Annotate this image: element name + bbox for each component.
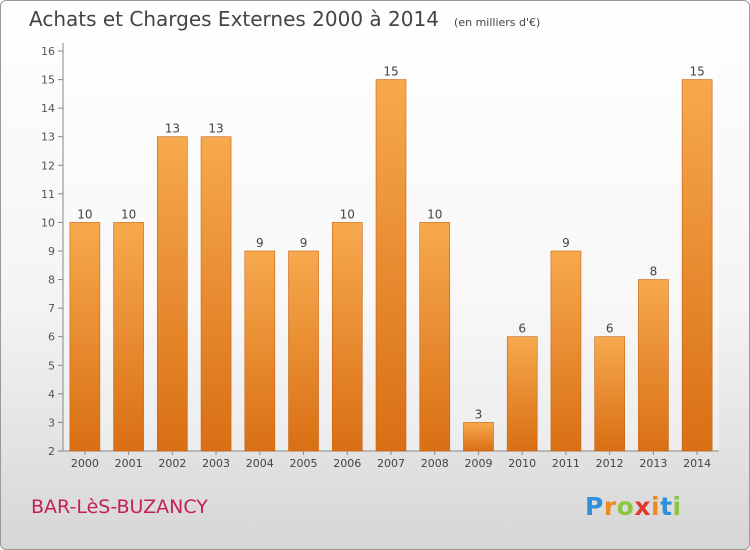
bar [681,79,713,452]
bar-value-label: 10 [77,207,92,221]
y-tick-label: 7 [48,302,55,315]
x-tick-label: 2011 [552,457,580,470]
y-tick-label: 13 [41,131,55,144]
bar-value-label: 13 [208,122,223,136]
x-tick-label: 2000 [71,457,99,470]
y-tick-label: 3 [48,416,55,429]
bar [113,222,144,452]
y-tick-label: 14 [41,102,55,115]
bar-value-label: 6 [518,322,526,336]
bar-value-label: 10 [427,207,442,221]
bar [157,136,188,452]
bar [506,336,538,452]
bar-value-label: 8 [650,265,658,279]
y-tick-label: 16 [41,45,55,58]
bar [69,222,101,452]
unit-note: (en milliers d'€) [454,16,541,29]
bar-value-label: 10 [340,207,355,221]
bar [331,222,363,452]
x-tick-label: 2014 [683,457,711,470]
y-tick-label: 10 [41,216,55,229]
x-tick-label: 2010 [508,457,536,470]
bar-chart: 2 3 4 5 6 7 8 9 10 11 12 13 14 15 16 10 2000 10 2001 13 2002… [41,43,719,470]
y-tick-label: 4 [48,388,55,401]
x-tick-label: 2012 [596,457,624,470]
bar-value-label: 15 [689,65,704,79]
bar [638,279,669,452]
y-tick-label: 5 [48,359,55,372]
bar-value-label: 9 [562,236,570,250]
bar-value-label: 9 [256,236,264,250]
logo-letter: i [672,492,682,521]
bar [594,336,625,452]
logo-letter: r [603,492,617,521]
x-tick-label: 2009 [464,457,492,470]
chart-title-block: Achats et Charges Externes 2000 à 2014 (… [29,7,540,31]
bar-value-label: 6 [606,322,614,336]
bar [200,136,232,452]
bar [419,222,451,452]
x-tick-label: 2002 [158,457,186,470]
y-tick-label: 11 [41,188,55,201]
location-name: BAR-LèS-BUZANCY [31,496,208,518]
bar-value-label: 15 [383,65,398,79]
y-tick-label: 2 [48,445,55,458]
x-tick-label: 2003 [202,457,230,470]
bar-value-label: 13 [165,122,180,136]
x-tick-label: 2013 [639,457,667,470]
x-tick-label: 2007 [377,457,405,470]
logo-letter: t [660,492,673,521]
y-tick-label: 6 [48,331,55,344]
x-tick-label: 2004 [246,457,274,470]
x-tick-label: 2008 [421,457,449,470]
bar [288,250,319,452]
x-tick-label: 2001 [115,457,143,470]
y-tick-label: 12 [41,159,55,172]
logo-letter: x [634,492,651,521]
chart-title: Achats et Charges Externes 2000 à 2014 [29,7,439,31]
x-tick-label: 2006 [333,457,361,470]
bar [375,79,407,452]
bar-value-label: 10 [121,207,136,221]
y-tick-label: 9 [48,245,55,258]
x-tick-label: 2005 [290,457,318,470]
y-tick-label: 8 [48,274,55,287]
proxiti-logo: Proxiti [585,492,682,521]
bar [244,250,276,452]
logo-letter: i [651,492,661,521]
bar [463,422,494,452]
bar [550,250,582,452]
logo-letter: o [616,492,635,521]
logo-letter: P [585,492,604,521]
bar-value-label: 9 [300,236,308,250]
bar-value-label: 3 [475,407,483,421]
y-tick-label: 15 [41,74,55,87]
